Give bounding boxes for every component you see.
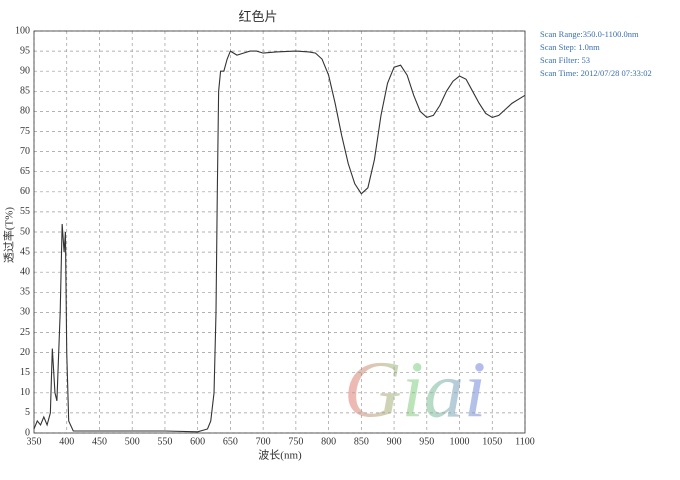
y-tick-label: 25 <box>20 327 30 338</box>
y-tick-label: 15 <box>20 367 30 378</box>
x-tick-label: 900 <box>387 436 402 447</box>
x-tick-label: 700 <box>256 436 271 447</box>
x-tick-label: 400 <box>59 436 74 447</box>
y-tick-label: 40 <box>20 266 30 277</box>
x-tick-label: 600 <box>190 436 205 447</box>
y-tick-label: 30 <box>20 307 30 318</box>
y-tick-label: 85 <box>20 86 30 97</box>
y-tick-label: 5 <box>25 407 30 418</box>
x-tick-label: 550 <box>157 436 172 447</box>
x-tick-label: 950 <box>419 436 434 447</box>
x-tick-label: 1100 <box>515 436 535 447</box>
y-tick-label: 35 <box>20 287 30 298</box>
y-tick-label: 95 <box>20 45 30 56</box>
x-tick-label: 750 <box>288 436 303 447</box>
y-tick-label: 55 <box>20 206 30 217</box>
y-tick-label: 50 <box>20 226 30 237</box>
y-tick-label: 75 <box>20 126 30 137</box>
y-tick-label: 70 <box>20 146 30 157</box>
y-tick-label: 60 <box>20 186 30 197</box>
y-tick-label: 0 <box>25 427 30 438</box>
y-tick-label: 65 <box>20 166 30 177</box>
chart-title: 红色片 <box>238 9 277 24</box>
watermark: Giai <box>344 346 486 434</box>
x-tick-label: 650 <box>223 436 238 447</box>
y-tick-label: 90 <box>20 65 30 76</box>
y-tick-label: 10 <box>20 387 30 398</box>
x-tick-label: 850 <box>354 436 369 447</box>
scan-info: Scan Filter: 53 <box>540 55 590 65</box>
y-tick-label: 45 <box>20 246 30 257</box>
y-tick-label: 20 <box>20 347 30 358</box>
x-tick-label: 500 <box>125 436 140 447</box>
transmission-line <box>33 50 526 433</box>
scan-info: Scan Time: 2012/07/28 07:33:02 <box>540 68 652 78</box>
y-tick-label: 80 <box>20 106 30 117</box>
plot-frame <box>33 30 526 434</box>
y-axis-label: 透过率(T%) <box>2 207 16 264</box>
scan-info: Scan Step: 1.0nm <box>540 42 600 52</box>
x-tick-label: 450 <box>92 436 107 447</box>
x-tick-label: 800 <box>321 436 336 447</box>
x-tick-label: 1000 <box>450 436 470 447</box>
x-axis-label: 波长(nm) <box>258 449 302 462</box>
x-tick-label: 350 <box>27 436 42 447</box>
x-tick-label: 1050 <box>482 436 502 447</box>
y-tick-label: 100 <box>15 25 30 36</box>
scan-info: Scan Range:350.0-1100.0nm <box>540 29 639 39</box>
